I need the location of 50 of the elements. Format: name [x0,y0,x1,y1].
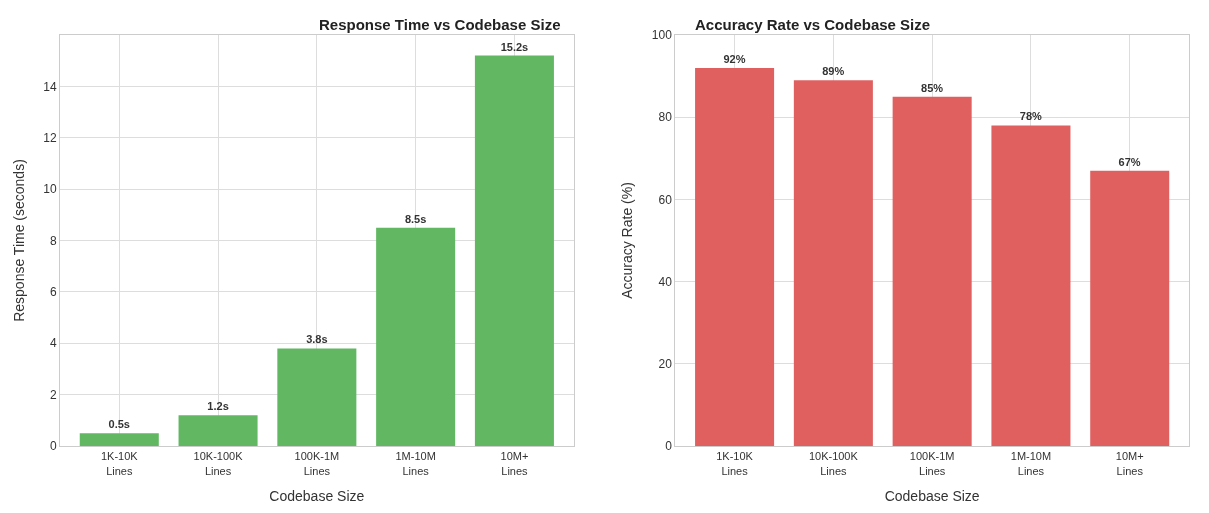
bar [79,433,159,446]
x-tick-label: 10M+ Lines [500,450,529,477]
data-label: 0.5s [108,418,130,431]
x-tick-label: 1M-10M Lines [395,450,436,477]
x-tick-label: 100K-1M Lines [294,450,340,477]
x-tick-label: 1M-10M Lines [1010,450,1052,477]
bar [474,55,554,446]
bar [1090,170,1170,446]
y-tick-label: 6 [49,285,57,300]
data-label: 85% [921,81,944,94]
y-tick-label: 40 [658,274,673,289]
chart-title: Response Time vs Codebase Size [319,16,561,33]
x-tick-label: 10K-100K Lines [808,450,859,477]
data-label: 3.8s [306,333,328,346]
y-tick-label: 12 [43,130,57,145]
x-axis-title: Codebase Size [269,487,365,504]
data-label: 67% [1118,155,1141,168]
bar [892,96,972,446]
y-tick-label: 0 [49,439,57,454]
x-axis-title: Codebase Size [884,487,980,504]
y-tick-label: 2 [49,387,57,402]
y-tick-label: 8 [49,233,57,248]
y-tick-label: 60 [658,192,673,207]
data-label: 78% [1019,110,1043,123]
x-tick-label: 1K-10K Lines [100,450,139,477]
y-tick-label: 20 [658,357,673,371]
x-tick-label: 10M+ Lines [1115,450,1144,477]
data-label: 92% [723,52,746,65]
data-label: 15.2s [500,40,529,53]
bar [376,227,456,446]
y-axis-title: Response Time (seconds) [10,159,27,322]
y-tick-label: 14 [43,79,57,94]
y-tick-label: 80 [658,110,673,125]
y-axis-title: Accuracy Rate (%) [619,182,636,299]
bar [178,415,258,446]
x-tick-label: 1K-10K Lines [716,450,754,477]
y-tick-label: 4 [49,336,57,351]
y-tick-label: 10 [43,182,57,197]
data-label: 1.2s [207,400,229,413]
x-tick-label: 100K-1M Lines [909,450,955,477]
y-tick-label: 0 [665,439,673,454]
bar [793,80,873,446]
bar [695,67,775,446]
y-tick-label: 100 [651,28,673,43]
bar [991,125,1071,446]
data-label: 89% [822,65,845,78]
chart-title: Accuracy Rate vs Codebase Size [695,16,931,33]
bar [277,348,357,446]
data-label: 8.5s [404,212,427,225]
x-tick-label: 10K-100K Lines [193,450,244,477]
